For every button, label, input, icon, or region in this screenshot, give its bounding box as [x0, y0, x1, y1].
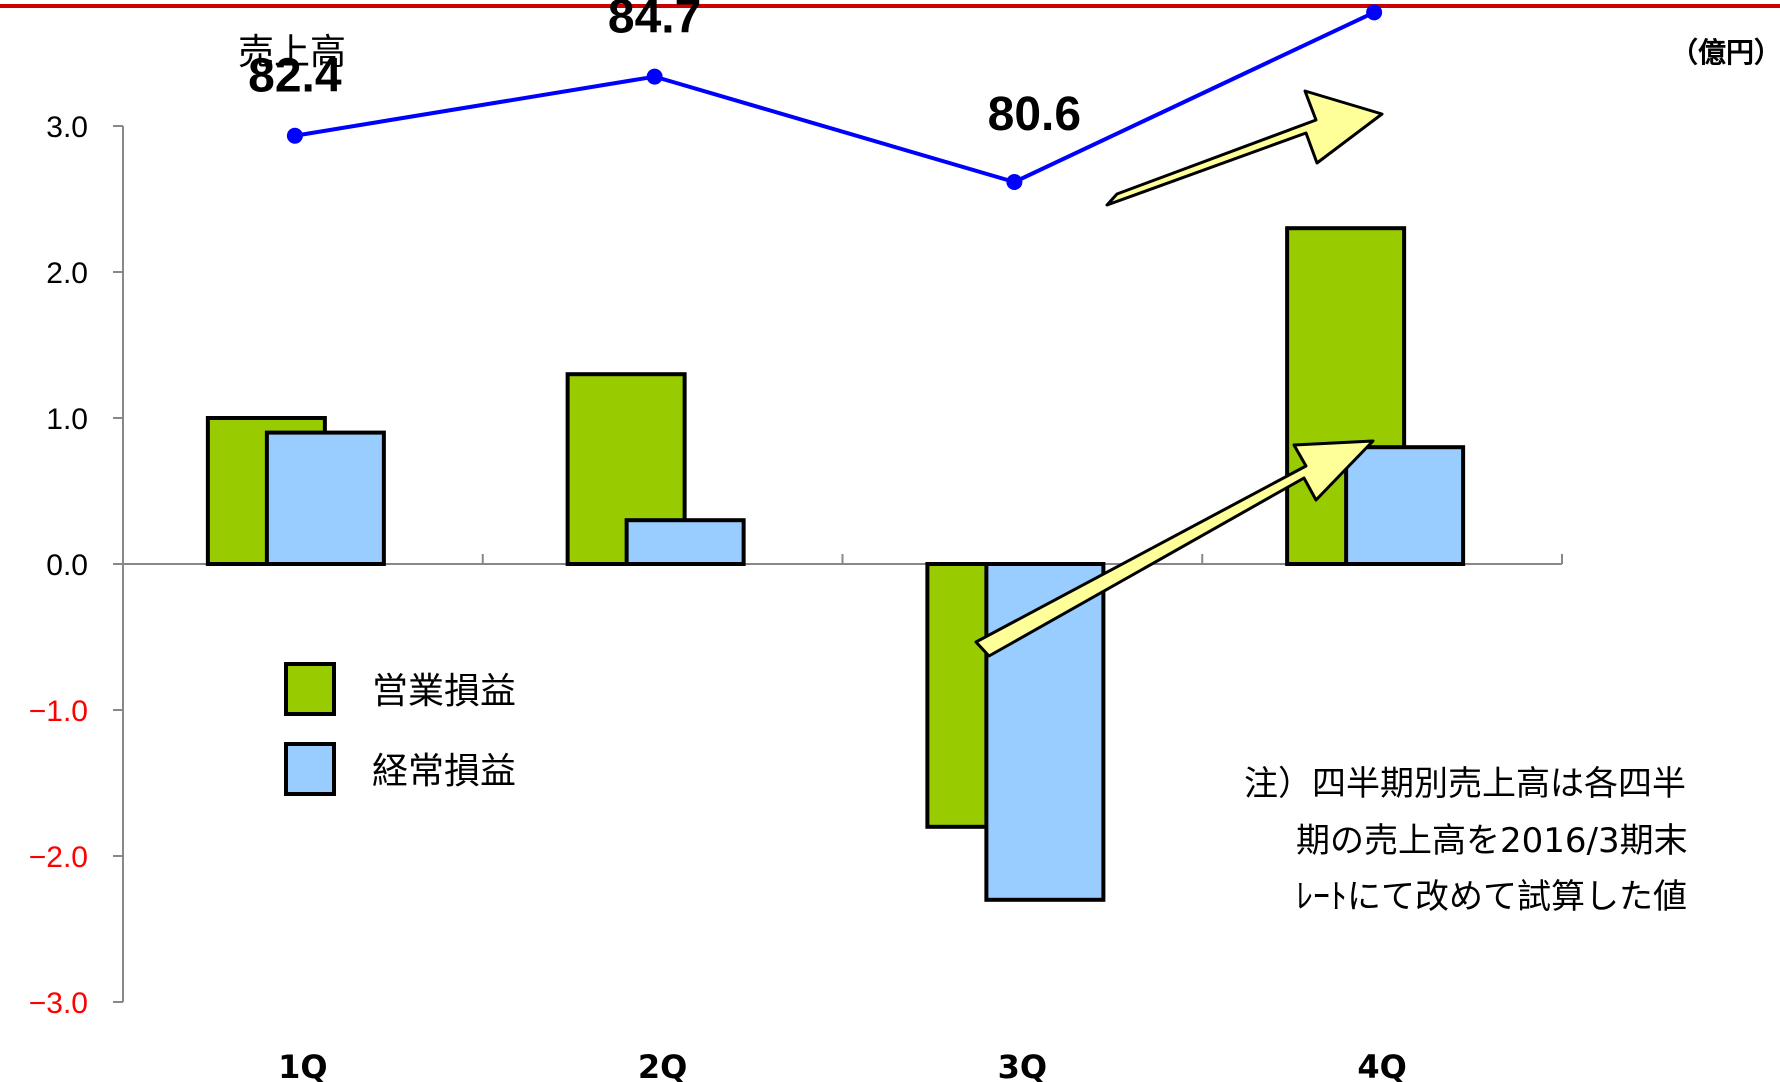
upper-trend-arrow — [1105, 89, 1384, 207]
x-category-label: 4Q — [1357, 1048, 1406, 1082]
revenue-data-label: 82.4 — [248, 50, 342, 103]
unit-label: （億円） — [1670, 36, 1780, 69]
y-tick-label: −1.0 — [29, 695, 88, 728]
revenue-point — [646, 68, 663, 85]
y-tick-label: 3.0 — [46, 111, 88, 144]
x-category-label: 2Q — [638, 1048, 687, 1082]
top-rule — [0, 4, 1780, 8]
bar-ordinary — [624, 518, 746, 567]
y-tick-label: 2.0 — [46, 257, 88, 290]
y-tick-label: −2.0 — [29, 841, 88, 874]
revenue-point — [1366, 4, 1383, 21]
revenue-line — [294, 10, 1375, 185]
revenue-point — [1006, 174, 1023, 190]
x-category-label: 1Q — [278, 1048, 327, 1082]
revenue-data-label: 84.7 — [608, 0, 701, 44]
y-tick-label: 1.0 — [46, 403, 88, 436]
y-axis: 3.0 2.0 1.0 0.0 −1.0 −2.0 −3.0 — [29, 111, 124, 1020]
legend-label-ordinary: 経常損益 — [372, 751, 516, 792]
x-category-label: 3Q — [998, 1048, 1047, 1082]
y-tick-label: −3.0 — [29, 987, 88, 1020]
trend-arrows — [974, 89, 1384, 658]
revenue-line-series: 82.484.780.687.2 — [248, 0, 1383, 190]
x-axis: 1Q 2Q 3Q 4Q — [123, 554, 1563, 1082]
footnote-line-2: 期の売上高を2016/3期末 — [1296, 821, 1688, 861]
footnote-line-3: ﾚｰﾄにて改めて試算した値 — [1296, 877, 1687, 917]
bar-ordinary — [264, 430, 386, 566]
footnote: 注）四半期別売上高は各四半 期の売上高を2016/3期末 ﾚｰﾄにて改めて試算し… — [1244, 764, 1688, 917]
revenue-point — [286, 127, 303, 144]
bar-ordinary — [1344, 445, 1466, 567]
lower-trend-arrow — [974, 439, 1375, 658]
legend-swatch-operating — [284, 662, 336, 716]
legend-swatch-ordinary — [284, 742, 336, 796]
revenue-series-title: 売上高 — [238, 32, 346, 73]
legend: 営業損益 経常損益 — [284, 662, 516, 796]
legend-label-operating: 営業損益 — [372, 671, 516, 712]
y-tick-label: 0.0 — [46, 549, 88, 582]
revenue-data-label: 80.6 — [988, 88, 1081, 141]
footnote-line-1: 注）四半期別売上高は各四半 — [1244, 764, 1686, 804]
bar-ordinary — [984, 562, 1106, 902]
bars — [205, 226, 1466, 902]
